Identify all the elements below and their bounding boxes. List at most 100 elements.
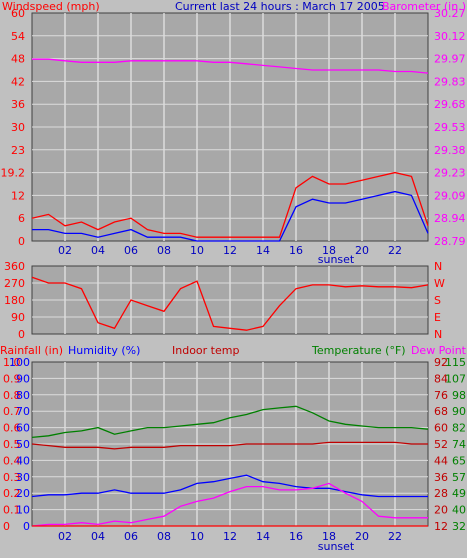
humidity-tick-label: 0 [23,520,30,533]
baro-axis-label: Barometer (in.) [382,0,466,13]
wind-tick-label: 42 [11,75,25,88]
series-line-barometer [32,58,429,74]
x-tick-label: 02 [58,530,72,543]
temperature-tick-label: 74 [452,438,466,451]
dewpoint-axis-label: Dew Point [411,344,467,357]
indoor-tick-label: 68 [434,405,448,418]
humidity-tick-label: 60 [16,422,30,435]
x-tick-label: 08 [157,244,171,257]
baro-tick-label: 30.27 [434,7,466,20]
baro-tick-label: 29.68 [434,98,466,111]
x-tick-label: 12 [223,244,237,257]
indoor-tick-label: 76 [434,389,448,402]
baro-tick-labels: 28.79 28.94 29.09 29.23 29.38 29.53 29.68 29.83… [434,7,466,248]
x-tick-label: 20 [355,530,369,543]
temperature-tick-label: 57 [452,471,466,484]
temperature-tick-label: 82 [452,422,466,435]
baro-tick-label: 28.94 [434,212,466,225]
rainfall-tick-label: 0.1 [3,504,21,517]
series-line-indoor-temp [31,441,428,450]
x-tick-label: 02 [58,244,72,257]
x-tick-label: 04 [91,244,105,257]
humidity-tick-label: 80 [16,389,30,402]
humidity-tick-label: 20 [16,487,30,500]
series-line-dew-point [31,482,428,527]
grid-direction [32,266,428,334]
wind-tick-label: 0 [18,235,25,248]
wind-axis-label: Windspeed (mph) [2,0,100,13]
series-line-windspeed [31,171,429,238]
temperature-tick-label: 40 [452,504,466,517]
wind-tick-label: 6 [18,212,25,225]
rainfall-axis-label: Rainfall (in) [0,344,63,357]
panel-temp-humidity: Rainfall (in) Humidity (%) Indoor temp T… [0,344,467,553]
temperature-tick-labels: 32 40 49 57 65 74 82 90 98 107 115 [445,356,466,533]
series-line-gust [32,190,429,242]
direction-compass-label: N [434,260,442,273]
indoor-axis-label: Indoor temp [172,344,239,357]
direction-degree-label: 90 [11,311,25,324]
direction-compass-label: W [434,277,445,290]
x-tick-label: 10 [190,244,204,257]
x-tick-labels-bottom: 02 04 06 08 10 12 14 16 18 20 22 [58,530,402,543]
sunset-label-bottom: sunset [318,540,355,553]
x-tick-label: 16 [289,244,303,257]
temperature-tick-label: 90 [452,405,466,418]
rainfall-tick-label: 0 [3,520,10,533]
temperature-tick-label: 98 [452,389,466,402]
x-tick-label: 14 [256,530,270,543]
indoor-tick-label: 92 [434,356,448,369]
temperature-tick-label: 49 [452,487,466,500]
wind-tick-label: 60 [11,7,25,20]
humidity-tick-label: 50 [16,438,30,451]
x-tick-label: 10 [190,530,204,543]
series-line-humidity [31,474,428,498]
indoor-tick-label: 36 [434,471,448,484]
indoor-tick-label: 28 [434,487,448,500]
rainfall-tick-label: 0.7 [3,405,21,418]
humidity-tick-label: 100 [9,356,30,369]
humidity-tick-label: 40 [16,454,30,467]
direction-compass-label: N [434,328,442,341]
rainfall-tick-label: 0.2 [3,487,21,500]
direction-degree-label: 0 [18,328,25,341]
humidity-axis-label: Humidity (%) [68,344,140,357]
direction-compass-label: S [434,294,441,307]
baro-tick-label: 29.53 [434,121,466,134]
temperature-tick-label: 32 [452,520,466,533]
x-tick-label: 06 [124,530,138,543]
temperature-axis-label: Temperature (°F) [311,344,406,357]
x-tick-label: 20 [355,244,369,257]
grid-temperature [32,362,428,526]
direction-compass-label: E [434,311,441,324]
rainfall-tick-label: 1.0 [3,356,21,369]
temperature-tick-label: 115 [445,356,466,369]
sunset-label-top: sunset [318,253,355,266]
x-tick-label: 16 [289,530,303,543]
temperature-tick-label: 107 [445,372,466,385]
baro-tick-label: 29.83 [434,75,466,88]
wind-tick-label: 36 [11,98,25,111]
rainfall-tick-label: 0.4 [3,454,21,467]
indoor-tick-label: 52 [434,438,448,451]
wind-tick-label: 12 [11,189,25,202]
panel-wind-baro: Windspeed (mph) Current last 24 hours : … [1,0,467,266]
humidity-tick-label: 10 [16,504,30,517]
indoor-tick-label: 44 [434,454,448,467]
lines-direction [31,276,429,331]
series-line-temperature [31,405,429,439]
x-tick-label: 22 [388,530,402,543]
indoor-tick-label: 60 [434,422,448,435]
humidity-tick-label: 30 [16,471,30,484]
direction-degree-labels: 0 90 180 270 360 [4,260,25,341]
x-tick-label: 04 [91,530,105,543]
temperature-tick-label: 65 [452,454,466,467]
wind-tick-label: 19.2 [1,167,26,180]
direction-degree-label: 180 [4,294,25,307]
humidity-tick-labels: 0 10 20 30 40 50 60 70 80 90 100 [9,356,30,533]
indoor-tick-label: 12 [434,520,448,533]
x-tick-label: 22 [388,244,402,257]
indoor-tick-labels: 12 20 28 36 44 52 60 68 76 84 92 [434,356,448,533]
